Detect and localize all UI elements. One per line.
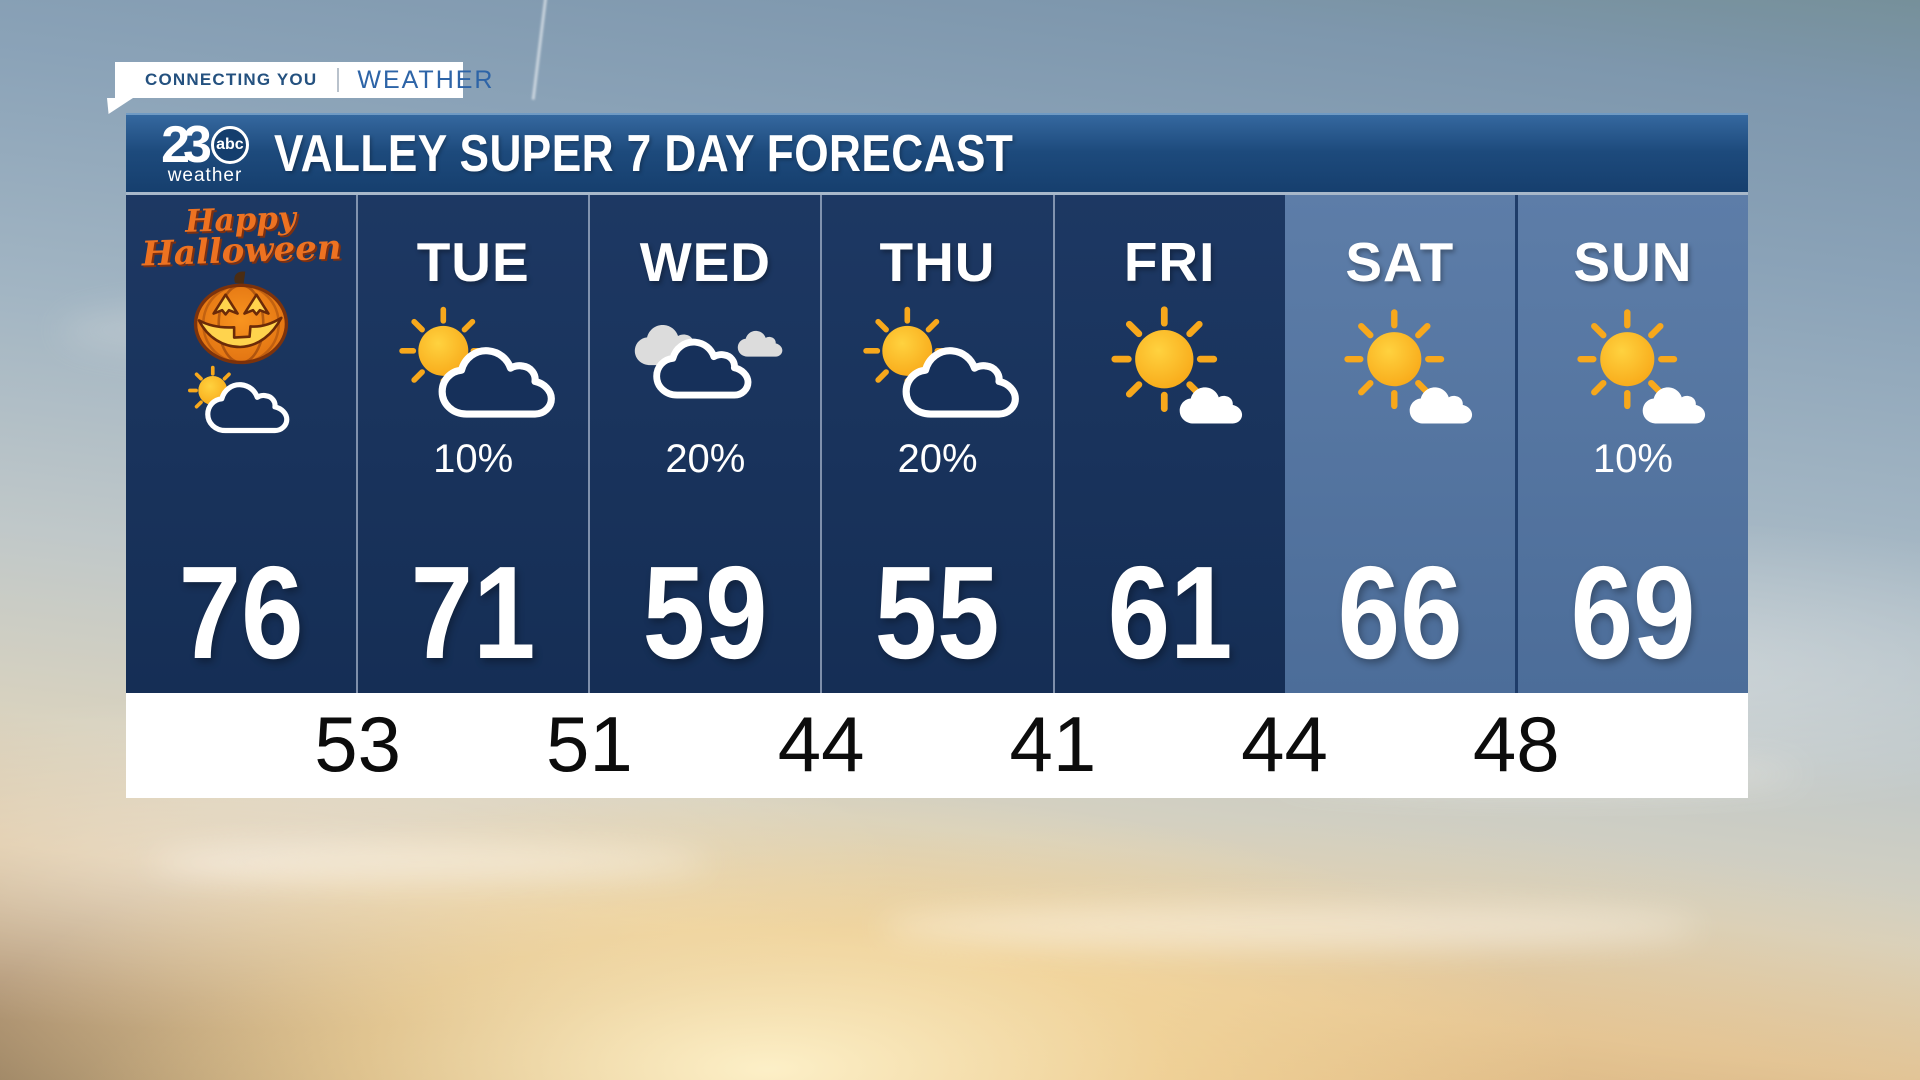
precip-chance: 10% (1592, 437, 1673, 481)
sun-behind-cloud-icon (822, 305, 1052, 430)
station-weather-label: weather (167, 164, 243, 186)
badge-weather-label: WEATHER (357, 65, 495, 94)
forecast-day-sun: SUN 10% 69 (1517, 195, 1748, 693)
forecast-day-fri: FRI 61 (1054, 195, 1285, 693)
station-logo: 23 abc weather (146, 115, 264, 187)
cloud-streak (150, 845, 710, 879)
forecast-day-thu: THU 20% 55 (822, 195, 1055, 693)
forecast-day-sat: SAT 66 (1284, 195, 1518, 693)
day-label: FRI (1123, 231, 1216, 293)
sunny-small-cloud-icon (1285, 305, 1515, 430)
low-temp: 51 (546, 700, 633, 788)
halloween-line2: Halloween (140, 227, 343, 275)
channel-badge: CONNECTING YOU WEATHER (107, 62, 492, 114)
jack-o-lantern-icon (126, 269, 356, 365)
precip-chance: 20% (665, 437, 746, 481)
badge-connecting-you-label: CONNECTING YOU (145, 70, 318, 89)
forecast-day-halloween: Happy Halloween 76 (125, 195, 359, 693)
abc-network-icon: abc (210, 125, 249, 164)
forecast-day-wed: WED 20% 59 (590, 195, 823, 693)
sunny-small-cloud-icon (1518, 305, 1748, 430)
day-label: THU (879, 231, 996, 293)
low-temp: 44 (777, 700, 865, 788)
sun-behind-cloud-icon (126, 363, 356, 439)
sunny-small-cloud-icon (1055, 305, 1285, 430)
clouds-icon (590, 305, 820, 430)
high-temp: 55 (875, 539, 1000, 686)
high-temp: 66 (1337, 539, 1463, 686)
badge-divider (337, 68, 340, 92)
happy-halloween-text: Happy Halloween (125, 200, 357, 275)
day-label: SAT (1345, 231, 1455, 293)
day-label: SUN (1573, 231, 1693, 293)
high-temp: 69 (1570, 539, 1696, 686)
low-temp: 53 (314, 700, 402, 788)
low-temp: 44 (1241, 700, 1328, 788)
forecast-columns: Happy Halloween 76 (126, 195, 1748, 693)
high-temp: 59 (642, 539, 768, 686)
high-temp: 71 (410, 539, 536, 686)
precip-chance: 10% (433, 437, 514, 481)
cloud-streak (880, 905, 1700, 949)
low-temp: 48 (1472, 700, 1560, 788)
day-label: TUE (416, 231, 530, 293)
forecast-header: 23 abc weather VALLEY SUPER 7 DAY FORECA… (126, 113, 1748, 195)
low-temp: 41 (1009, 700, 1097, 788)
station-logo-row: 23 abc (161, 115, 249, 174)
day-label: WED (639, 231, 772, 293)
precip-chance (1285, 436, 1515, 482)
precip-chance (1055, 436, 1285, 482)
high-temp: 61 (1107, 539, 1233, 686)
station-number: 23 (161, 115, 212, 174)
forecast-day-tue: TUE 10% 71 (358, 195, 591, 693)
sun-behind-cloud-icon (358, 305, 588, 430)
page-title: VALLEY SUPER 7 DAY FORECAST (274, 124, 1014, 183)
lows-strip: 53 51 44 41 44 48 (126, 693, 1748, 798)
precip-chance: 20% (897, 437, 978, 481)
high-temp: 76 (178, 539, 304, 686)
